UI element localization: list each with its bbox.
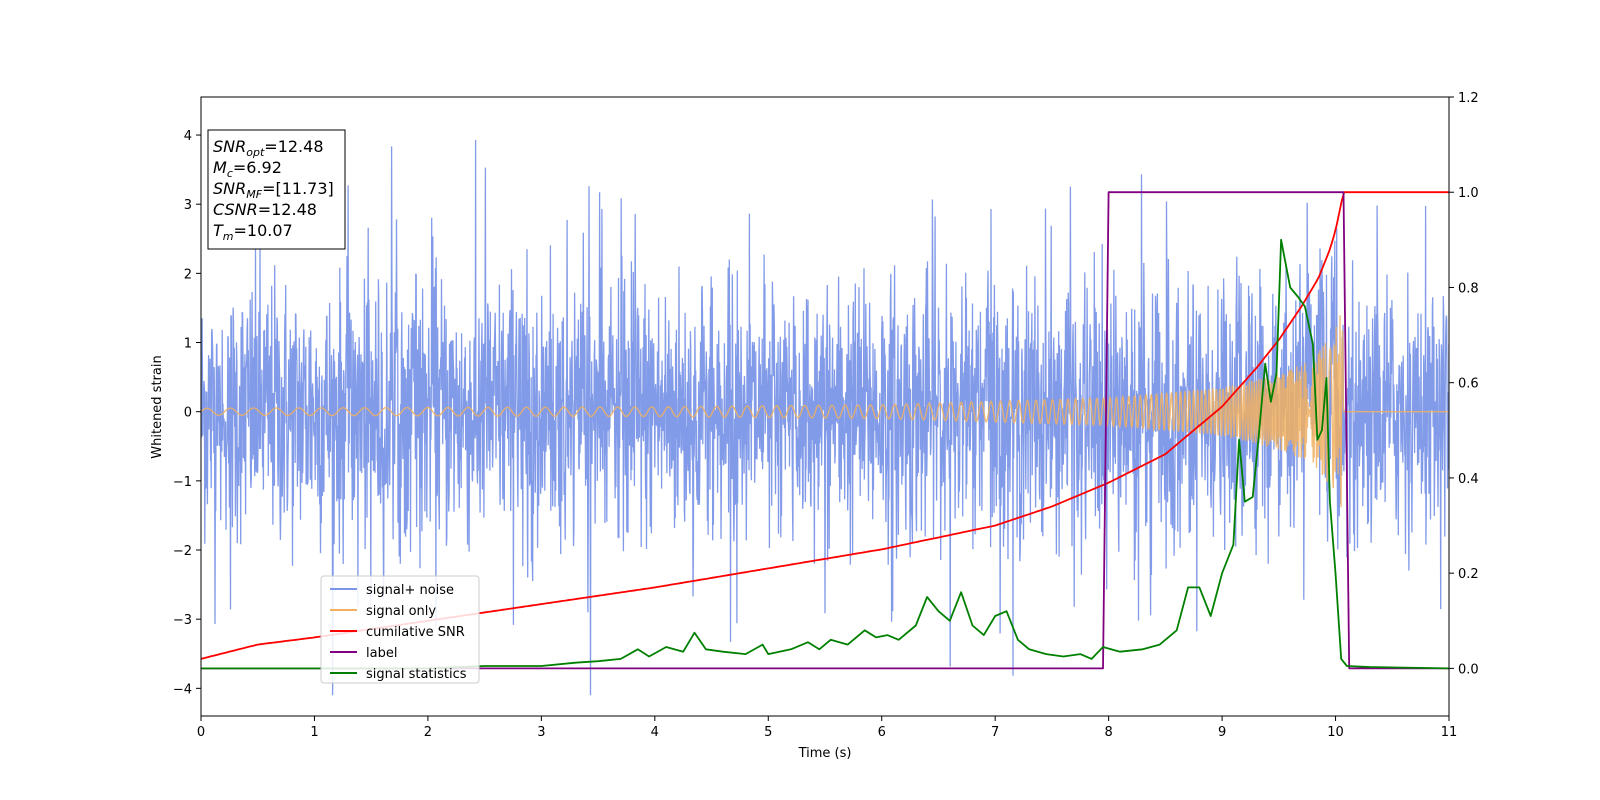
y-right-tick-label: 0.8 — [1458, 281, 1479, 296]
annotation-line: Tm=10.07 — [213, 221, 293, 243]
y-right-tick-label: 1.2 — [1458, 91, 1479, 106]
x-tick-label: 3 — [537, 725, 545, 740]
series-line-signal-only — [201, 315, 1449, 508]
y-left-tick-label: −2 — [173, 544, 192, 559]
legend-label: cumilative SNR — [366, 625, 465, 640]
y-left-tick-label: 0 — [184, 406, 192, 421]
y-left-tick-label: 2 — [184, 267, 192, 282]
series-line-signal-noise — [201, 139, 1449, 696]
x-tick-label: 2 — [424, 725, 432, 740]
y-left-tick-label: 3 — [184, 198, 192, 213]
y-axis-label: Whitened strain — [150, 355, 165, 458]
y-left-tick-label: −4 — [173, 682, 192, 697]
y-left-tick-label: 4 — [184, 129, 192, 144]
x-tick-label: 0 — [197, 725, 205, 740]
x-tick-label: 10 — [1327, 725, 1344, 740]
annotation-line: CSNR=12.48 — [213, 200, 317, 219]
legend: signal+ noise signal only cumilative SNR la… — [320, 575, 480, 684]
annotation-line: SNRopt=12.48 — [213, 137, 324, 159]
x-axis-label: Time (s) — [798, 746, 852, 761]
annotation-line: Mc=6.92 — [213, 158, 282, 180]
x-tick-label: 7 — [991, 725, 999, 740]
x-tick-label: 1 — [310, 725, 318, 740]
annotation-box: SNRopt=12.48Mc=6.92SNRMF=[11.73]CSNR=12.… — [207, 129, 346, 250]
x-tick-label: 11 — [1441, 725, 1458, 740]
y-right-tick-label: 0.2 — [1458, 567, 1479, 582]
y-right-tick-label: 0.6 — [1458, 377, 1479, 392]
legend-label: label — [366, 646, 397, 661]
x-tick-label: 4 — [651, 725, 659, 740]
x-tick-label: 9 — [1218, 725, 1226, 740]
legend-label: signal statistics — [366, 667, 467, 682]
annotation-line: SNRMF=[11.73] — [213, 179, 334, 201]
y-left-tick-label: −3 — [173, 613, 192, 628]
x-tick-label: 6 — [878, 725, 886, 740]
series-line-signal-statistics — [201, 238, 1449, 670]
x-tick-label: 5 — [764, 725, 772, 740]
series-line-label — [201, 191, 1449, 670]
y-right-tick-label: 0.4 — [1458, 472, 1479, 487]
y-left-tick-label: 1 — [184, 337, 192, 352]
y-right-tick-label: 0.0 — [1458, 662, 1479, 677]
y-right-tick-label: 1.0 — [1458, 186, 1479, 201]
legend-label: signal only — [366, 604, 436, 619]
plot-frame — [200, 96, 1450, 717]
legend-label: signal+ noise — [366, 583, 454, 598]
y-left-tick-label: −1 — [173, 475, 192, 490]
x-tick-label: 8 — [1104, 725, 1112, 740]
